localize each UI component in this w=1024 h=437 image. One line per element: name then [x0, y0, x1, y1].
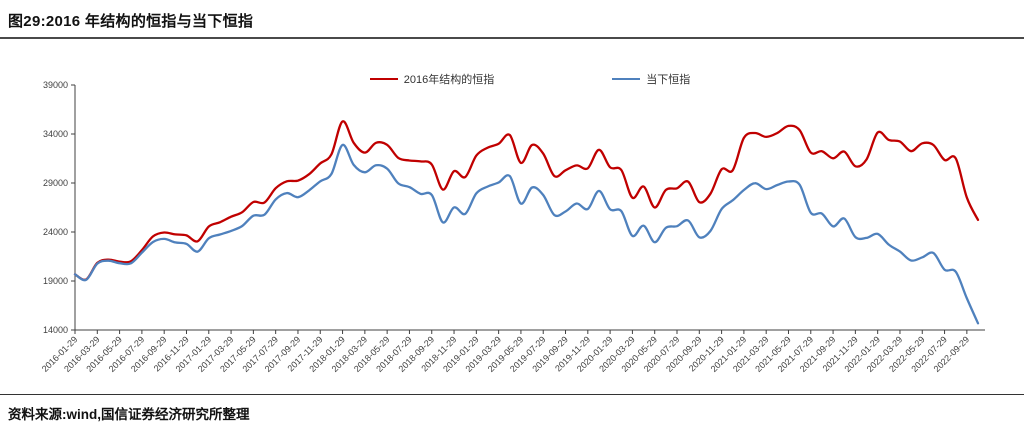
footer-divider: [0, 394, 1024, 395]
legend-label-current: 当下恒指: [646, 74, 691, 86]
svg-text:14000: 14000: [43, 325, 68, 335]
title-divider: [0, 37, 1024, 39]
figure-title: 图29:2016 年结构的恒指与当下恒指: [8, 13, 254, 30]
chart-legend: 2016年结构的恒指 当下恒指: [75, 71, 985, 87]
svg-text:39000: 39000: [43, 80, 68, 90]
svg-text:34000: 34000: [43, 129, 68, 139]
legend-item-current: 当下恒指: [612, 71, 690, 87]
svg-text:19000: 19000: [43, 276, 68, 286]
line-chart: 1400019000240002900034000390002016-01-29…: [40, 80, 985, 374]
source-note: 资料来源:wind,国信证券经济研究所整理: [8, 407, 250, 422]
legend-item-2016-structure: 2016年结构的恒指: [369, 71, 495, 87]
legend-swatch-red: [369, 78, 398, 80]
svg-text:29000: 29000: [43, 178, 68, 188]
legend-swatch-blue: [612, 78, 641, 80]
legend-label-2016-structure: 2016年结构的恒指: [403, 74, 495, 86]
svg-text:24000: 24000: [43, 227, 68, 237]
